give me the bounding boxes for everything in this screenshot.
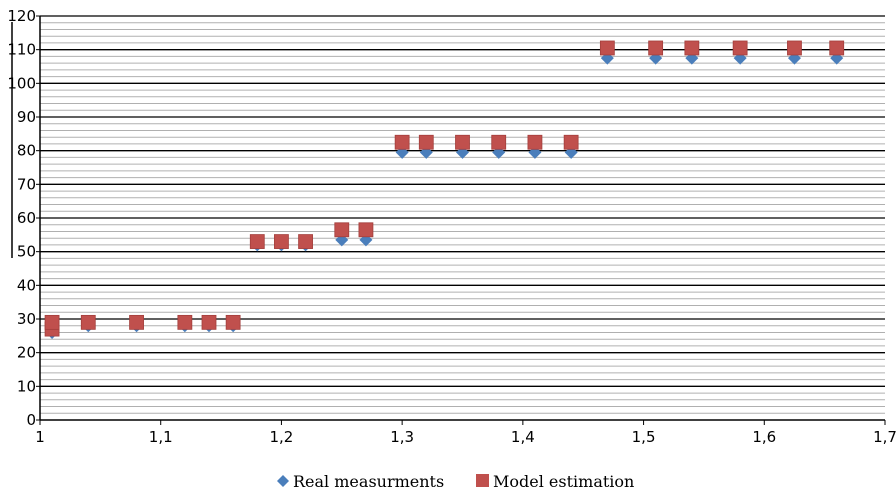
y-tick-label: 60: [17, 209, 36, 227]
x-tick-label: 1,6: [752, 428, 776, 446]
data-point-model: [80, 314, 96, 330]
x-tick-label: 1,5: [632, 428, 656, 446]
y-tick-label: 40: [17, 276, 36, 294]
y-tick-label: 90: [17, 108, 36, 126]
data-point-model: [129, 314, 144, 330]
x-tick-label: 1,7: [873, 428, 896, 446]
data-point-model: [334, 222, 350, 238]
data-point-model: [599, 40, 615, 56]
x-tick-label: 1,4: [511, 428, 535, 446]
data-point-model: [44, 314, 60, 330]
y-tick-label: 0: [26, 411, 36, 429]
series-model-estimation: [44, 40, 845, 337]
y-tick-label: 50: [17, 243, 36, 261]
data-point-model: [684, 40, 700, 56]
data-point-model: [648, 40, 664, 56]
data-point-model: [491, 134, 507, 150]
y-tick-label: 10: [17, 377, 36, 395]
data-point-model: [394, 134, 410, 150]
data-point-model: [455, 134, 470, 150]
y-tick-label: 120: [7, 7, 36, 25]
data-point-model: [563, 134, 579, 150]
legend-square-marker: [476, 474, 489, 487]
y-tick-label: 100: [7, 74, 36, 92]
data-point-model: [298, 234, 313, 249]
data-point-model: [249, 234, 265, 249]
x-tick-label: 1: [35, 428, 45, 446]
data-point-model: [274, 234, 289, 249]
x-tick-labels: 1 1,1 1,2 1,3 1,4 1,5 1,6 1,7: [35, 428, 896, 446]
y-tick-label: 110: [7, 41, 36, 59]
legend-diamond-marker: [277, 475, 289, 487]
x-tick-label: 1,1: [149, 428, 173, 446]
y-tick-label: 80: [17, 142, 36, 160]
data-point-model: [358, 222, 374, 238]
x-tick-label: 1,3: [390, 428, 414, 446]
data-point-model: [829, 40, 845, 56]
y-tick-label: 20: [17, 344, 36, 362]
data-point-model: [732, 40, 748, 56]
legend-item-real: Real measurments: [277, 472, 444, 489]
y-tick-labels: 0 10 20 30 40 50 60 70 80 90 100 110 120: [7, 7, 36, 429]
data-point-model: [787, 40, 802, 56]
legend-label-model: Model estimation: [493, 472, 634, 489]
data-point-model: [225, 314, 241, 330]
y-tick-label: 30: [17, 310, 36, 328]
legend-item-model: Model estimation: [476, 472, 634, 489]
legend-label-real: Real measurments: [293, 472, 444, 489]
data-point-model: [177, 314, 193, 330]
data-point-model: [418, 134, 434, 150]
y-tick-label: 70: [17, 175, 36, 193]
legend: Real measurments Model estimation: [277, 472, 634, 489]
data-point-model: [527, 134, 543, 150]
x-tick-label: 1,2: [269, 428, 293, 446]
axes: [11, 15, 886, 425]
data-point-model: [201, 314, 217, 330]
